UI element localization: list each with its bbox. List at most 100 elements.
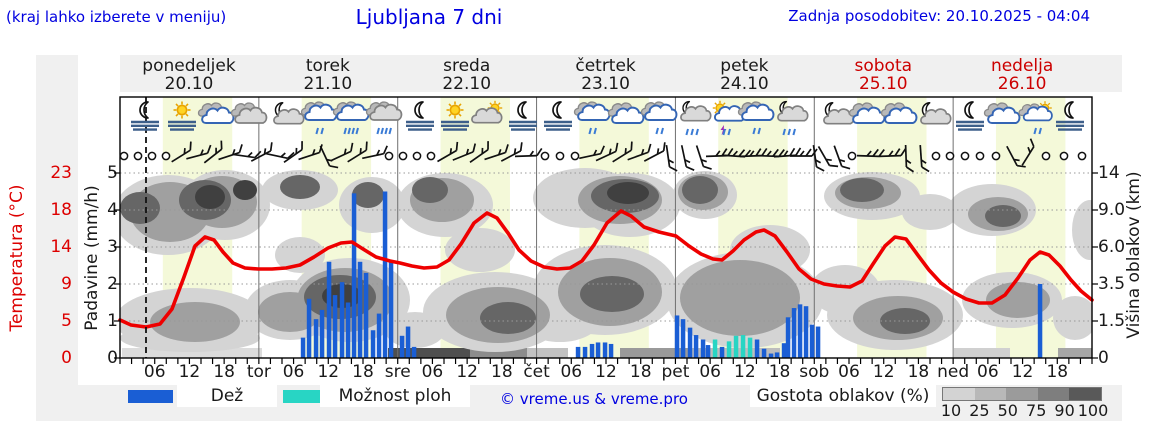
hour-label: 06 [699, 362, 721, 382]
wind-barb-icon [186, 144, 212, 160]
temperature-line [118, 209, 1094, 329]
weather-icon-rain-light [737, 101, 775, 135]
wind-calm-icon [1041, 151, 1051, 161]
day-date: 25.10 [858, 74, 908, 94]
wind-barb-icon [452, 143, 477, 161]
wind-calm-icon [847, 151, 857, 161]
day-date: 24.10 [720, 74, 769, 94]
day-date: 21.10 [303, 74, 353, 94]
wind-calm-icon [540, 151, 550, 161]
wind-barb-icon [904, 144, 915, 173]
wind-calm-icon [147, 151, 157, 161]
colorbar-tick: 10 [940, 401, 962, 420]
copyright: © vreme.us & vreme.pro [500, 390, 688, 408]
hour-label: 18 [629, 362, 652, 382]
wind-calm-icon [570, 151, 580, 161]
wind-barb-icon [627, 143, 652, 161]
weather-icon-moon-fog [131, 101, 159, 131]
temp-tick: 14 [50, 237, 72, 257]
rain-bar [719, 346, 725, 358]
hour-label: 12 [178, 362, 201, 382]
wind-calm-icon [975, 151, 985, 161]
weather-icon-moon-cloud [823, 102, 855, 125]
shower-bar [712, 339, 718, 358]
hour-label: 18 [1046, 362, 1069, 382]
wind-barb-icon [665, 144, 678, 172]
rain-bar [370, 330, 376, 358]
wind-barb-icon [695, 145, 712, 170]
wind-calm-icon [119, 151, 129, 161]
cloudheight-tick: 0 [1098, 348, 1109, 368]
rain-bar [595, 342, 601, 358]
colorbar-segment [974, 388, 1007, 400]
weather-icon-rain-light [300, 101, 338, 135]
weather-icon-moon-fog [956, 101, 984, 131]
rain-bar [803, 306, 809, 358]
wind-barb-icon [514, 147, 543, 158]
weather-icon-moon-fog [544, 101, 572, 131]
rain-bar [300, 337, 306, 358]
wind-calm-icon [945, 151, 955, 161]
hour-label: 06 [977, 362, 999, 382]
hour-label: 12 [734, 362, 756, 382]
rain-bar [575, 346, 581, 358]
shower-swatch [283, 390, 328, 403]
wind-calm-icon [931, 151, 941, 161]
shower-bar [740, 335, 746, 358]
wind-calm-icon [555, 151, 565, 161]
rain-bar [705, 345, 711, 358]
wind-barb-icon [500, 142, 523, 162]
wind-barb-icon [330, 142, 354, 162]
temp-tick: 9 [61, 274, 72, 294]
wind-calm-icon [412, 151, 422, 161]
rain-bar [388, 261, 394, 358]
cloudheight-tick: 14 [1098, 163, 1120, 183]
hour-label: 12 [872, 362, 895, 382]
plot-border [119, 96, 1093, 359]
weather-icon-moon-rain [777, 100, 809, 136]
day-date: 20.10 [164, 74, 214, 94]
rain-bar [405, 326, 411, 358]
day-abbrev: sre [384, 362, 411, 382]
colorbar-tick: 75 [1026, 401, 1047, 420]
weather-icon-cloud [983, 102, 1021, 124]
rain-bar [1037, 284, 1043, 358]
rain-bar [313, 319, 319, 358]
rain-bar [680, 319, 686, 358]
wind-calm-icon [1059, 151, 1069, 161]
rain-bar [768, 353, 774, 358]
weather-icon-cloud [607, 102, 645, 124]
shower-legend-label: Možnost ploh [320, 385, 470, 407]
day-date: 23.10 [581, 74, 630, 94]
day-name: četrtek [575, 56, 636, 76]
cloudheight-tick: 3.5 [1098, 274, 1126, 294]
hour-label: 06 [560, 362, 583, 382]
rain-bar [376, 313, 382, 358]
day-name: sreda [443, 56, 491, 76]
location-hint: (kraj lahko izberete v meniju) [6, 8, 227, 26]
wind-barb-icon [833, 145, 851, 170]
hour-label: 12 [595, 362, 617, 382]
precip-tick: 1 [107, 311, 118, 331]
precip-tick: 4 [107, 200, 118, 220]
rain-bar [411, 346, 417, 358]
hour-label: 06 [838, 362, 860, 382]
weather-icon-rain-light [573, 101, 611, 135]
weather-icon-rain [332, 101, 370, 135]
colorbar-tick: 90 [1054, 401, 1075, 420]
day-date: 22.10 [442, 74, 492, 94]
hour-label: 18 [907, 362, 930, 382]
colorbar-segment [1037, 388, 1070, 400]
wind-barb-icon [232, 150, 262, 159]
wind-barb-icon [203, 140, 223, 164]
day-name: torek [305, 56, 350, 76]
precip-tick: 3 [107, 237, 118, 257]
colorbar-tick: 25 [969, 401, 990, 420]
hour-label: 12 [456, 362, 478, 382]
rain-bar [797, 304, 803, 358]
weather-icon-sun-storm [712, 100, 746, 136]
wind-calm-icon [384, 151, 394, 161]
wind-barb-icon [612, 141, 633, 163]
rain-bar [382, 191, 388, 358]
weather-icon-sun-cloud-rain [1018, 101, 1053, 135]
